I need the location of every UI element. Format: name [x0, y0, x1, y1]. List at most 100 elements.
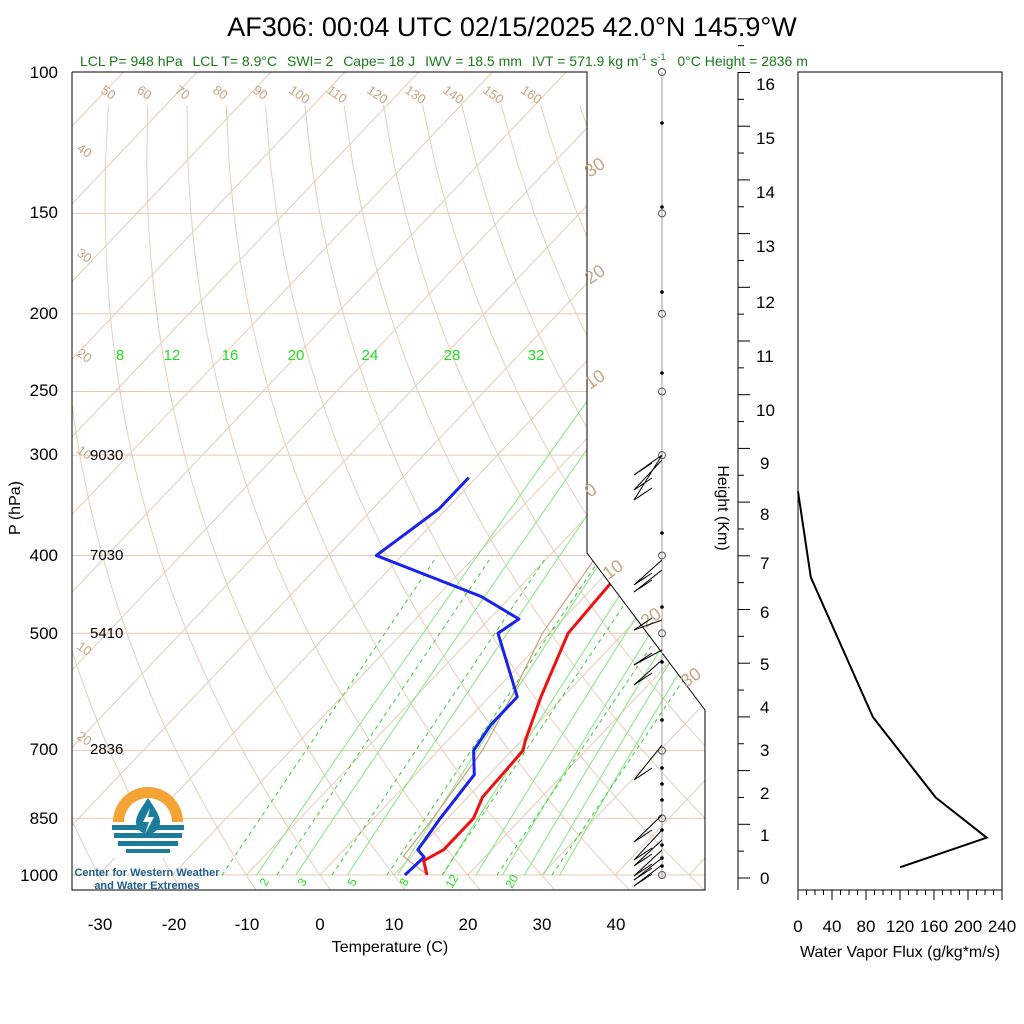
pressure-level-marker	[658, 68, 666, 76]
height-label: 7030	[90, 547, 123, 564]
mixing-ratio-label: 12	[164, 347, 181, 364]
isotherm-line	[72, 72, 705, 876]
temperature-axis: -30 -20 -10 0 10 20 30 40 Temperature (C…	[88, 915, 626, 956]
height-tick-label: 8	[760, 505, 769, 524]
isotherm-label: 10	[74, 442, 94, 463]
isotherm-line	[98, 72, 705, 876]
wind-barb-shaft	[633, 619, 663, 631]
logo-line-1: Center for Western Weather	[74, 867, 220, 879]
ivt-mid: s	[647, 53, 658, 69]
wind-barb-flag	[639, 652, 653, 662]
mixing-ratio-label: 28	[444, 347, 461, 364]
dewpoint-trace	[374, 476, 521, 877]
mixing-ratio-line	[295, 377, 639, 876]
dry-adiabat-line	[104, 105, 333, 890]
chart-subtitle: LCL P= 948 hPa LCL T= 8.9°C SWI= 2 Cape=…	[80, 47, 808, 69]
pressure-tick-label: 850	[30, 809, 58, 828]
height-tick-label: 7	[760, 554, 769, 573]
data-dot	[660, 290, 664, 294]
pressure-axis-title: P (hPa)	[7, 481, 24, 535]
adiabat-label: 120	[364, 82, 390, 107]
dry-adiabat-line	[72, 105, 183, 890]
dry-adiabat-line	[461, 105, 705, 890]
height-tick-label: 3	[760, 741, 769, 760]
adiabat-label: 50	[98, 82, 118, 103]
isotherm-line	[763, 72, 1024, 875]
flux-tick-label: 160	[920, 917, 948, 936]
isotherm-label: 40	[74, 140, 94, 161]
dry-adiabat-line	[265, 105, 632, 890]
wind-barb-flag	[639, 487, 653, 497]
pressure-level-marker	[658, 871, 666, 879]
adiabat-label: 80	[210, 82, 230, 103]
pressure-tick-label: 1000	[20, 866, 58, 885]
height-tick-label: 1	[760, 826, 769, 845]
isotherm-line	[72, 72, 641, 876]
wind-barb-flag	[639, 672, 653, 682]
height-axis-ticks	[738, 18, 750, 879]
flux-tick-label: 40	[823, 917, 842, 936]
wind-barb-flag	[639, 477, 653, 487]
height-label: 9030	[90, 447, 123, 464]
height-tick-label: 13	[756, 237, 775, 256]
mixing-ratio-label: 32	[528, 347, 545, 364]
isotherm-label: 0	[581, 479, 601, 501]
wind-barb-shaft	[633, 849, 663, 877]
dry-adiabat-line	[737, 105, 1024, 892]
data-dot	[660, 205, 664, 209]
height-label: 2836	[90, 741, 123, 758]
data-dot	[660, 798, 664, 802]
dry-adiabat-line	[500, 105, 705, 890]
temperature-tick-label: 0	[315, 915, 324, 934]
wind-barb-flag	[639, 572, 653, 582]
isotherm-label: 30	[74, 245, 94, 266]
isotherm-label: 10	[74, 638, 94, 659]
wind-barb-flag	[639, 617, 653, 627]
isotherm-label: 20	[74, 728, 94, 749]
height-tick-label: 16	[756, 75, 775, 94]
mixing-ratio-line	[256, 377, 605, 876]
ivt-value: IVT = 571.9 kg m	[532, 53, 639, 69]
mixing-ratio-label: 5	[344, 875, 360, 888]
wind-barb-shaft	[633, 649, 663, 666]
wind-barb-flag	[639, 863, 653, 873]
isotherm-line	[688, 72, 705, 876]
isotherm-label: 10	[599, 555, 627, 583]
logo-line-2: and Water Extremes	[94, 880, 199, 892]
adiabat-labels: 50 60 70 80 90 100 110 120 130 140 150 1…	[74, 82, 704, 749]
mixing-ratio-label: 16	[222, 347, 239, 364]
wind-barb-shaft	[633, 839, 663, 867]
adiabat-label: 60	[134, 82, 154, 103]
data-dot	[660, 371, 664, 375]
dry-adiabat-line	[72, 105, 258, 890]
water-drop-lightning-icon	[112, 787, 184, 858]
isotherm-line	[172, 72, 705, 876]
mixing-ratio-label: 20	[288, 347, 305, 364]
temperature-tick-label: 30	[533, 915, 552, 934]
height-tick-label: 14	[756, 183, 775, 202]
lcl-pressure: LCL P= 948 hPa	[80, 53, 183, 69]
moist-adiabat-line	[221, 555, 438, 876]
adiabat-label: 130	[402, 82, 428, 107]
adiabat-label: 90	[250, 82, 270, 103]
pressure-level-marker	[658, 629, 666, 638]
pressure-level-marker	[658, 387, 666, 396]
pressure-axis: 100 150 200 250 300 400 500 700 850 1000…	[7, 63, 58, 885]
isotherm-line	[72, 72, 493, 876]
temperature-tick-label: 20	[459, 915, 478, 934]
height-tick-label: 11	[756, 347, 774, 366]
mixing-ratio-line	[475, 377, 705, 876]
data-dot	[660, 782, 664, 786]
wind-barb-shaft	[633, 744, 663, 781]
isotherm-line	[614, 72, 705, 876]
dry-adiabat-line	[146, 105, 408, 890]
cw3e-logo: Center for Western Weather and Water Ext…	[74, 787, 220, 892]
wind-barb-shaft	[633, 829, 663, 861]
skewt-background-lines	[72, 72, 1024, 892]
wind-barb-shaft	[633, 454, 663, 501]
wind-barb-column	[633, 68, 666, 887]
pressure-level-marker	[658, 451, 666, 460]
height-tick-label: 6	[760, 603, 769, 622]
wind-barb-flag	[639, 829, 653, 839]
